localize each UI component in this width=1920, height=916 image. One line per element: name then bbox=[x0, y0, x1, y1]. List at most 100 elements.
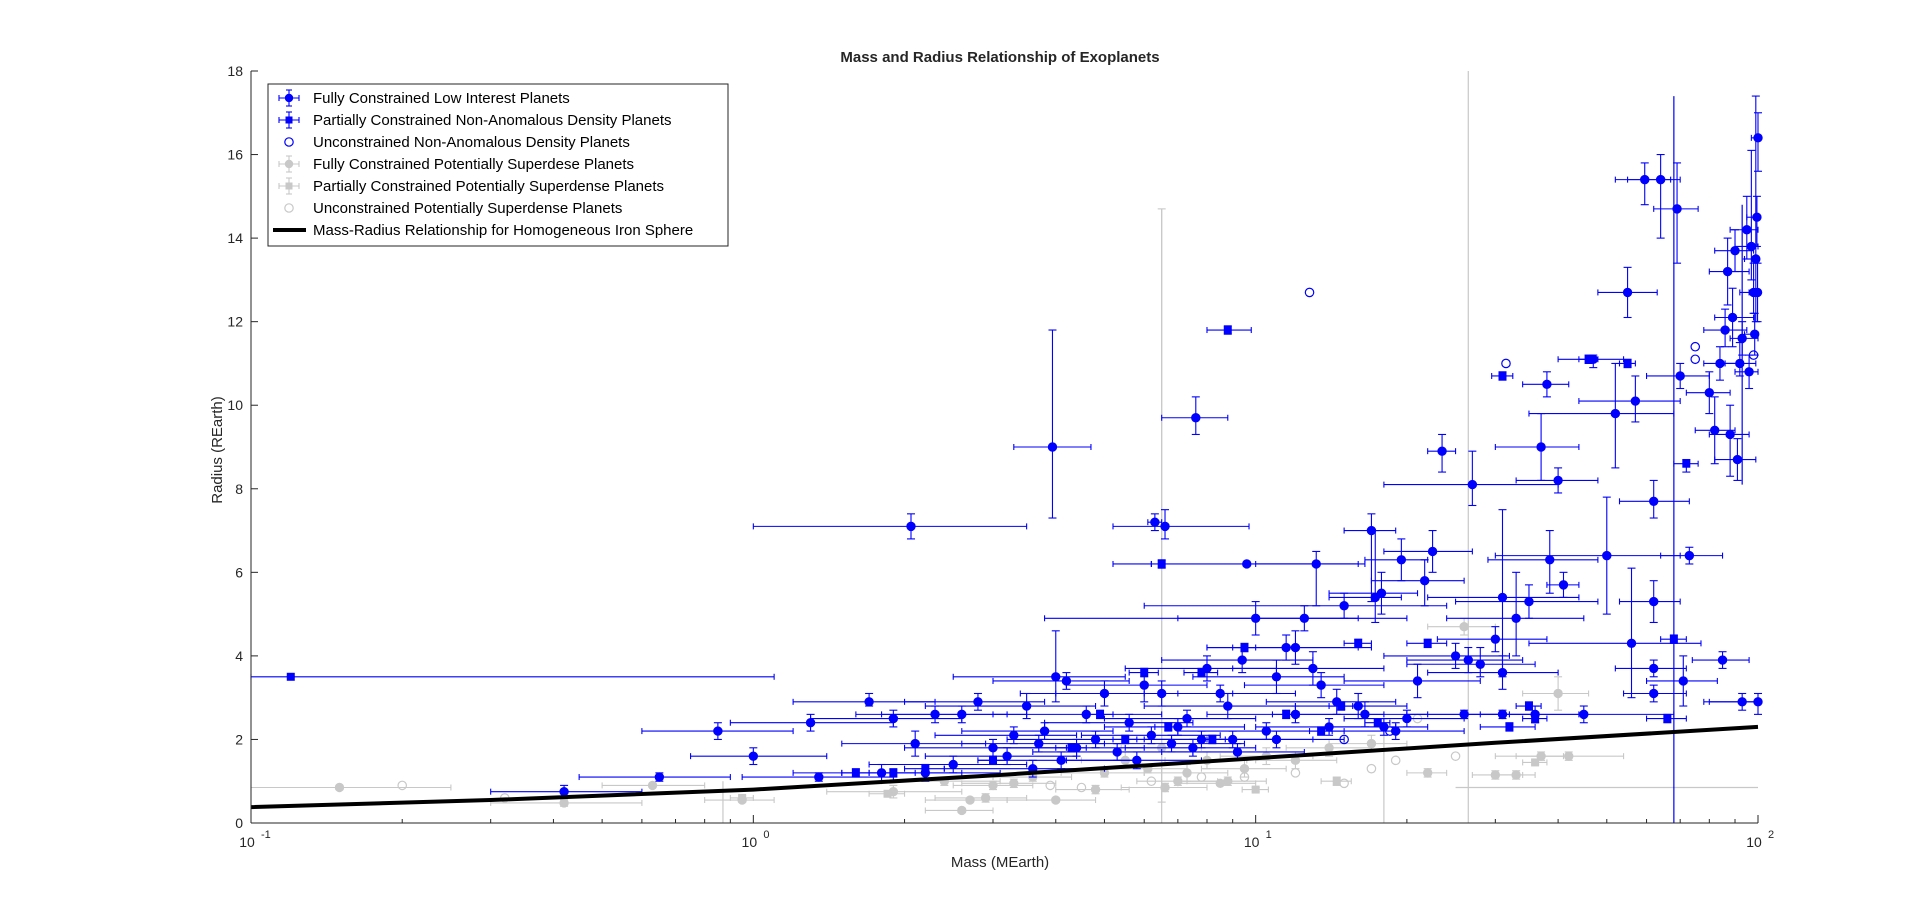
data-point bbox=[1067, 743, 1076, 752]
data-point bbox=[1056, 755, 1066, 766]
series-1 bbox=[250, 325, 1699, 778]
data-point bbox=[1396, 555, 1407, 565]
data-point bbox=[1140, 668, 1149, 677]
data-point bbox=[965, 795, 975, 805]
series-6 bbox=[250, 724, 1759, 810]
data-point bbox=[1182, 713, 1192, 724]
data-point bbox=[1332, 777, 1341, 786]
data-point bbox=[1437, 446, 1447, 456]
data-point bbox=[1021, 701, 1032, 711]
data-point bbox=[1150, 517, 1160, 527]
data-point bbox=[1623, 359, 1632, 368]
data-point bbox=[1281, 642, 1291, 653]
data-point bbox=[1045, 780, 1056, 791]
data-point bbox=[1366, 738, 1377, 749]
data-point bbox=[1649, 663, 1659, 674]
data-point bbox=[1655, 174, 1666, 185]
data-point bbox=[1752, 287, 1763, 298]
data-point bbox=[1237, 655, 1247, 665]
data-point bbox=[748, 751, 759, 761]
legend-entry: Unconstrained Potentially Superdense Pla… bbox=[284, 200, 622, 217]
data-point bbox=[1240, 643, 1249, 652]
data-point bbox=[1061, 676, 1072, 686]
data-point bbox=[1498, 371, 1507, 380]
legend-label: Fully Constrained Potentially Superdese … bbox=[313, 156, 634, 173]
data-point bbox=[1684, 550, 1695, 561]
x-tick-exponent: 2 bbox=[1768, 829, 1774, 841]
data-point bbox=[713, 726, 723, 736]
legend-entry: Fully Constrained Low Interest Planets bbox=[278, 89, 570, 107]
x-tick-exponent: 0 bbox=[763, 829, 769, 841]
data-point bbox=[1672, 204, 1682, 214]
data-point bbox=[1034, 738, 1044, 749]
data-point bbox=[864, 697, 874, 707]
data-point bbox=[1373, 718, 1382, 727]
data-point bbox=[1317, 727, 1326, 736]
data-point bbox=[1744, 367, 1754, 377]
data-point bbox=[1271, 734, 1282, 745]
data-point bbox=[1750, 329, 1760, 339]
data-point bbox=[1704, 387, 1715, 398]
data-point bbox=[1051, 795, 1061, 805]
legend-marker bbox=[285, 182, 293, 190]
data-point bbox=[988, 780, 998, 791]
data-point bbox=[1290, 768, 1301, 778]
data-point bbox=[814, 772, 824, 782]
data-point bbox=[1261, 726, 1272, 736]
data-point bbox=[1524, 596, 1534, 607]
data-point bbox=[1124, 718, 1134, 728]
data-point bbox=[1188, 743, 1198, 753]
data-point bbox=[1422, 768, 1433, 778]
data-point bbox=[1051, 672, 1061, 682]
data-point bbox=[1622, 287, 1633, 298]
y-tick-label: 18 bbox=[227, 63, 243, 79]
data-point bbox=[1459, 621, 1469, 632]
data-point bbox=[1682, 459, 1691, 468]
legend-marker bbox=[284, 159, 294, 169]
data-point bbox=[1737, 333, 1747, 344]
data-point bbox=[397, 780, 408, 791]
data-point bbox=[1675, 371, 1685, 381]
y-tick-label: 10 bbox=[227, 397, 243, 413]
data-point bbox=[1173, 776, 1183, 786]
data-point bbox=[1208, 735, 1217, 744]
data-point bbox=[1735, 358, 1745, 369]
data-point bbox=[1497, 592, 1508, 603]
data-point bbox=[1271, 672, 1282, 682]
y-axis-label: Radius (REarth) bbox=[209, 396, 226, 504]
data-point bbox=[1076, 782, 1087, 793]
data-point bbox=[1490, 634, 1501, 644]
data-point bbox=[1164, 722, 1173, 731]
data-point bbox=[948, 759, 958, 770]
data-point bbox=[1282, 710, 1291, 719]
data-point bbox=[1717, 655, 1728, 665]
data-point bbox=[1308, 663, 1318, 674]
data-point bbox=[910, 738, 920, 749]
y-tick-label: 16 bbox=[227, 147, 243, 163]
data-point bbox=[1531, 758, 1540, 767]
data-point bbox=[1376, 588, 1387, 598]
data-point bbox=[989, 756, 998, 765]
data-point bbox=[1450, 751, 1461, 761]
data-point bbox=[957, 805, 967, 816]
legend-entry: Partially Constrained Potentially Superd… bbox=[278, 177, 664, 195]
data-point bbox=[921, 764, 930, 773]
data-point bbox=[1223, 326, 1232, 335]
data-point bbox=[1090, 784, 1101, 795]
legend-label: Unconstrained Non-Anomalous Density Plan… bbox=[313, 134, 630, 151]
data-point bbox=[1160, 521, 1170, 532]
data-point bbox=[1196, 772, 1207, 782]
data-point bbox=[1009, 730, 1019, 740]
legend-marker bbox=[284, 203, 294, 213]
x-tick-label: 10 bbox=[1244, 834, 1260, 850]
legend: Fully Constrained Low Interest Planets Pa… bbox=[267, 83, 729, 247]
data-point bbox=[1663, 714, 1672, 723]
data-point bbox=[805, 718, 816, 728]
iron-sphere-curve bbox=[250, 724, 1759, 810]
data-point bbox=[1748, 350, 1759, 360]
data-point bbox=[1463, 655, 1473, 665]
y-tick-label: 2 bbox=[235, 731, 243, 747]
data-point bbox=[1678, 676, 1688, 686]
data-point bbox=[889, 768, 898, 777]
data-point bbox=[1553, 688, 1563, 699]
